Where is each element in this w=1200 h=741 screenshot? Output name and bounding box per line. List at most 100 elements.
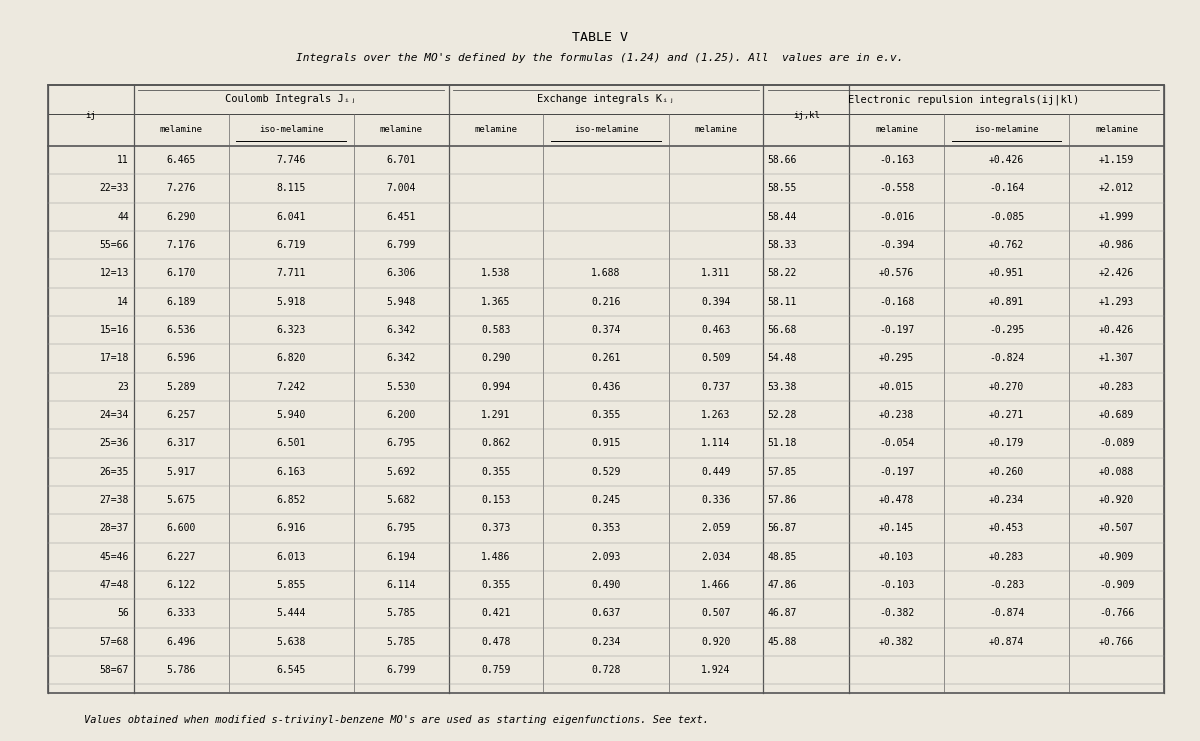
Text: 58=67: 58=67 [100,665,128,675]
Text: -0.558: -0.558 [878,184,914,193]
Text: 0.290: 0.290 [481,353,511,364]
Text: 12=13: 12=13 [100,268,128,279]
Text: +0.015: +0.015 [878,382,914,392]
Text: 6.820: 6.820 [276,353,306,364]
Text: 6.852: 6.852 [276,495,306,505]
Text: 0.920: 0.920 [701,637,731,647]
Text: 1.924: 1.924 [701,665,731,675]
Text: +0.453: +0.453 [989,523,1024,534]
Text: 6.227: 6.227 [167,552,196,562]
Text: 27=38: 27=38 [100,495,128,505]
Text: 0.421: 0.421 [481,608,511,619]
Text: 0.355: 0.355 [481,467,511,476]
Text: +0.260: +0.260 [989,467,1024,476]
Text: 1.365: 1.365 [481,297,511,307]
Text: 44: 44 [118,212,128,222]
Text: +0.088: +0.088 [1099,467,1134,476]
Text: 14: 14 [118,297,128,307]
Text: iso-melamine: iso-melamine [974,125,1039,134]
Text: iso-melamine: iso-melamine [259,125,323,134]
Text: 1.466: 1.466 [701,580,731,590]
Text: 1.263: 1.263 [701,411,731,420]
Text: 0.373: 0.373 [481,523,511,534]
Text: 6.163: 6.163 [276,467,306,476]
Text: 5.638: 5.638 [276,637,306,647]
Text: +0.238: +0.238 [878,411,914,420]
Text: 6.342: 6.342 [386,353,416,364]
Text: 6.496: 6.496 [167,637,196,647]
Text: 6.545: 6.545 [276,665,306,675]
Text: 6.306: 6.306 [386,268,416,279]
Text: 5.530: 5.530 [386,382,416,392]
Text: 7.242: 7.242 [276,382,306,392]
Text: 0.478: 0.478 [481,637,511,647]
Text: ij: ij [85,111,96,120]
Text: -0.909: -0.909 [1099,580,1134,590]
Text: -0.766: -0.766 [1099,608,1134,619]
Text: ij,kl: ij,kl [793,111,820,120]
Text: -0.197: -0.197 [878,325,914,335]
Text: 6.323: 6.323 [276,325,306,335]
Text: 0.153: 0.153 [481,495,511,505]
Text: 0.529: 0.529 [592,467,620,476]
Text: 58.22: 58.22 [767,268,797,279]
Text: 5.940: 5.940 [276,411,306,420]
Text: 2.093: 2.093 [592,552,620,562]
Text: 51.18: 51.18 [767,439,797,448]
Text: 6.200: 6.200 [386,411,416,420]
Text: 17=18: 17=18 [100,353,128,364]
Text: 23: 23 [118,382,128,392]
Text: +0.766: +0.766 [1099,637,1134,647]
Text: -0.874: -0.874 [989,608,1024,619]
Text: -0.197: -0.197 [878,467,914,476]
Text: 52.28: 52.28 [767,411,797,420]
Text: 0.728: 0.728 [592,665,620,675]
Text: 5.682: 5.682 [386,495,416,505]
Text: 6.701: 6.701 [386,155,416,165]
Text: 0.463: 0.463 [701,325,731,335]
Text: -0.295: -0.295 [989,325,1024,335]
Text: 6.013: 6.013 [276,552,306,562]
Text: +0.920: +0.920 [1099,495,1134,505]
Text: 6.194: 6.194 [386,552,416,562]
Text: 58.33: 58.33 [767,240,797,250]
Text: +0.382: +0.382 [878,637,914,647]
Text: 0.737: 0.737 [701,382,731,392]
Text: 5.289: 5.289 [167,382,196,392]
Text: -0.016: -0.016 [878,212,914,222]
Text: 47=48: 47=48 [100,580,128,590]
Text: 6.290: 6.290 [167,212,196,222]
Text: 5.786: 5.786 [167,665,196,675]
Text: +0.762: +0.762 [989,240,1024,250]
Text: TABLE V: TABLE V [572,31,628,44]
Text: -0.163: -0.163 [878,155,914,165]
Text: 56.68: 56.68 [767,325,797,335]
Text: -0.054: -0.054 [878,439,914,448]
Text: 6.916: 6.916 [276,523,306,534]
Text: +0.103: +0.103 [878,552,914,562]
Text: 58.66: 58.66 [767,155,797,165]
Text: 5.948: 5.948 [386,297,416,307]
Text: -0.382: -0.382 [878,608,914,619]
Text: 6.189: 6.189 [167,297,196,307]
Text: 0.394: 0.394 [701,297,731,307]
Text: +0.986: +0.986 [1099,240,1134,250]
Text: 28=37: 28=37 [100,523,128,534]
Text: 0.509: 0.509 [701,353,731,364]
Text: 1.114: 1.114 [701,439,731,448]
Text: 26=35: 26=35 [100,467,128,476]
Text: 6.795: 6.795 [386,439,416,448]
Text: 1.486: 1.486 [481,552,511,562]
Text: 0.353: 0.353 [592,523,620,534]
Text: +0.283: +0.283 [1099,382,1134,392]
Text: 25=36: 25=36 [100,439,128,448]
Text: 11: 11 [118,155,128,165]
Text: +1.307: +1.307 [1099,353,1134,364]
Text: iso-melamine: iso-melamine [574,125,638,134]
Text: 45=46: 45=46 [100,552,128,562]
Text: 7.004: 7.004 [386,184,416,193]
Text: 6.596: 6.596 [167,353,196,364]
Text: 2.059: 2.059 [701,523,731,534]
Text: 57=68: 57=68 [100,637,128,647]
Text: 0.449: 0.449 [701,467,731,476]
